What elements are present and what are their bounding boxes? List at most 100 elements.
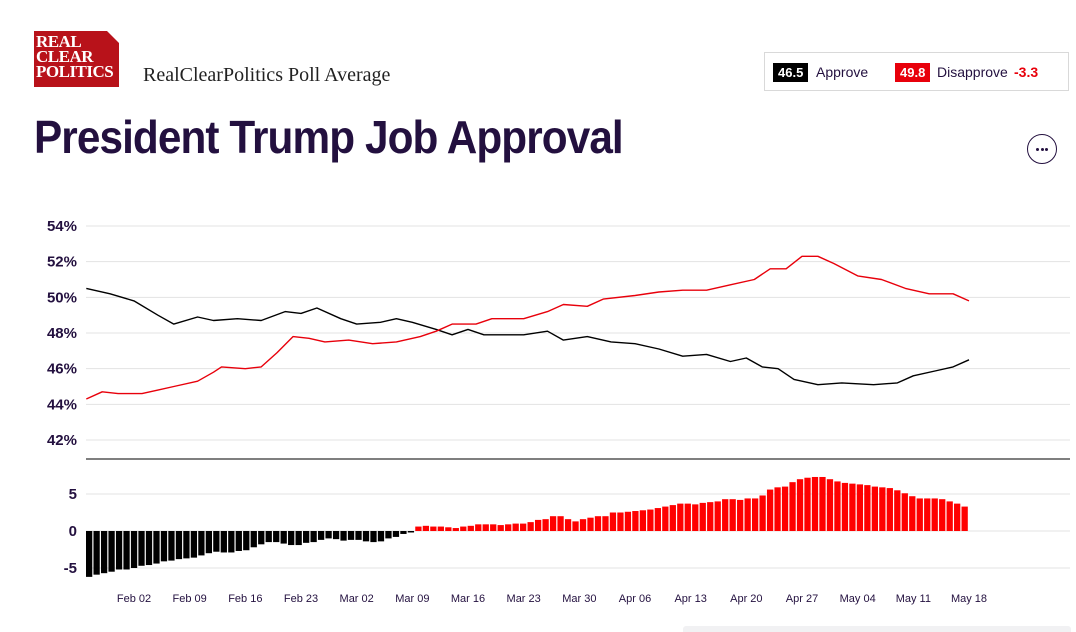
- spread-bar: [258, 531, 265, 545]
- disapprove-label: Disapprove: [937, 64, 1008, 80]
- spread-bar: [549, 516, 557, 531]
- spread-bar: [303, 531, 310, 543]
- spread-bar: [273, 531, 280, 543]
- spread-bar: [235, 531, 242, 551]
- spread-bar: [954, 503, 961, 531]
- spread-value: -3.3: [1014, 64, 1039, 80]
- spread-bar: [639, 510, 647, 531]
- x-tick-label: Feb 16: [228, 593, 262, 605]
- spread-bar: [175, 531, 183, 560]
- spread-bar: [213, 531, 220, 552]
- spread-bar: [108, 531, 115, 572]
- series-line-disapprove: [86, 255, 970, 400]
- more-options-button[interactable]: [1027, 134, 1057, 164]
- x-tick-label: May 11: [896, 593, 931, 605]
- spread-bar: [430, 526, 437, 531]
- approve-value-badge: 46.5: [773, 63, 809, 82]
- spread-bar: [871, 486, 878, 531]
- spread-bar: [490, 524, 497, 531]
- spread-y-tick-label: -5: [64, 560, 77, 577]
- x-tick-label: Mar 30: [562, 593, 596, 605]
- spread-bar: [819, 476, 826, 531]
- x-tick-label: Feb 09: [173, 593, 207, 605]
- spread-bar: [707, 502, 714, 531]
- x-tick-label: May 04: [840, 593, 876, 605]
- spread-bar: [130, 531, 138, 568]
- spread-bar: [669, 505, 676, 531]
- spread-bar: [737, 499, 744, 531]
- spread-bar: [894, 490, 901, 531]
- x-tick-label: Mar 23: [507, 593, 541, 605]
- y-tick-label: 46%: [47, 361, 77, 378]
- spread-bar: [564, 519, 572, 531]
- bottom-panel-edge: [683, 626, 1071, 632]
- spread-bar: [220, 531, 227, 553]
- x-tick-label: Apr 20: [730, 593, 762, 605]
- spread-bar: [699, 502, 706, 531]
- x-tick-label: Mar 16: [451, 593, 485, 605]
- spread-bar: [205, 531, 213, 554]
- spread-bar: [766, 489, 774, 531]
- spread-bar: [355, 531, 362, 540]
- spread-bar: [93, 531, 100, 575]
- spread-bar: [115, 531, 123, 570]
- spread-bar: [579, 519, 587, 531]
- spread-bar: [901, 493, 908, 531]
- spread-bar: [886, 488, 893, 531]
- spread-bar: [654, 508, 661, 531]
- logo-fold: [107, 31, 119, 43]
- spread-bar: [467, 525, 474, 531]
- logo-line-1: REAL: [36, 32, 82, 51]
- spread-bar: [744, 498, 751, 531]
- spread-bar: [422, 525, 430, 531]
- spread-bar: [534, 519, 542, 531]
- spread-bar: [804, 477, 811, 531]
- y-tick-label: 48%: [47, 325, 77, 342]
- spread-bar: [392, 531, 400, 537]
- x-tick-label: Apr 06: [619, 593, 651, 605]
- spread-bar: [924, 498, 931, 531]
- spread-bar: [317, 531, 325, 540]
- spread-bar: [916, 498, 923, 531]
- x-tick-label: Apr 27: [786, 593, 818, 605]
- spread-bar: [826, 479, 834, 531]
- spread-bar: [594, 516, 602, 531]
- spread-bar: [100, 531, 108, 574]
- spread-bar: [796, 479, 804, 531]
- spread-bar: [362, 531, 370, 542]
- spread-bar: [841, 482, 849, 531]
- spread-bar: [138, 531, 145, 566]
- spread-bar: [460, 526, 467, 531]
- more-horizontal-icon-dot: [1045, 148, 1048, 151]
- more-horizontal-icon: [1036, 148, 1039, 151]
- approve-label: Approve: [816, 64, 869, 80]
- spread-bar: [961, 506, 968, 531]
- spread-bar: [512, 523, 519, 531]
- x-tick-label: Apr 13: [674, 593, 706, 605]
- spread-bar: [789, 482, 796, 531]
- spread-bar: [939, 499, 946, 531]
- spread-bar: [325, 531, 332, 539]
- spread-bar: [722, 499, 729, 531]
- spread-bar: [931, 498, 938, 531]
- spread-bar: [617, 512, 624, 531]
- more-horizontal-icon-dot: [1040, 148, 1044, 151]
- spread-bar: [437, 526, 444, 531]
- y-tick-label: 52%: [47, 254, 77, 271]
- spread-bar: [587, 517, 594, 531]
- spread-bar: [370, 531, 377, 543]
- spread-bar: [632, 511, 639, 531]
- spread-bar: [774, 487, 781, 531]
- spread-bar: [190, 531, 198, 558]
- spread-bar: [347, 531, 355, 540]
- spread-bar: [520, 523, 527, 531]
- x-tick-label: May 18: [951, 593, 987, 605]
- y-tick-label: 44%: [47, 396, 77, 413]
- spread-bar: [572, 521, 579, 531]
- spread-y-tick-label: 5: [69, 486, 77, 503]
- spread-bar: [856, 484, 864, 531]
- spread-bar: [677, 503, 684, 531]
- disapprove-value-badge: 49.8: [895, 63, 931, 82]
- spread-bar: [228, 531, 235, 553]
- spread-bar: [452, 528, 459, 531]
